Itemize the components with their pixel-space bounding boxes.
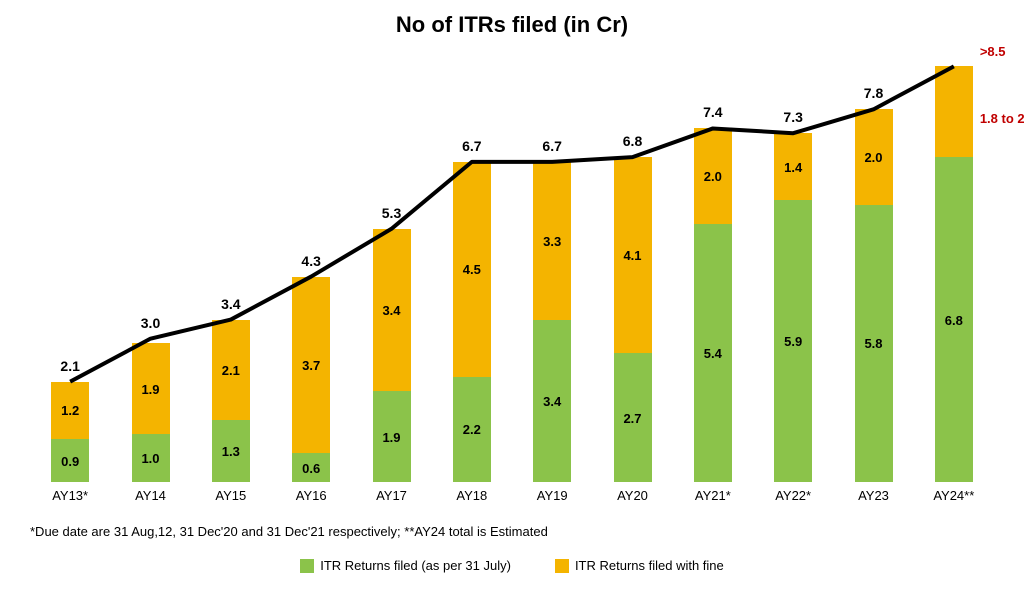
x-axis-tick: AY14 bbox=[110, 488, 190, 503]
x-axis-tick: AY16 bbox=[271, 488, 351, 503]
total-label: 4.3 bbox=[286, 253, 336, 269]
total-label: 6.7 bbox=[527, 138, 577, 154]
total-label: 7.8 bbox=[849, 85, 899, 101]
total-label: 7.3 bbox=[768, 109, 818, 125]
total-label: 3.0 bbox=[126, 315, 176, 331]
x-axis-tick: AY19 bbox=[512, 488, 592, 503]
x-axis-tick: AY20 bbox=[592, 488, 672, 503]
total-label: 7.4 bbox=[688, 104, 738, 120]
legend-item: ITR Returns filed with fine bbox=[555, 557, 724, 573]
chart-title: No of ITRs filed (in Cr) bbox=[30, 12, 994, 38]
chart-container: No of ITRs filed (in Cr) 0.91.21.01.91.3… bbox=[0, 0, 1024, 593]
legend-swatch bbox=[555, 559, 569, 573]
total-label: 2.1 bbox=[45, 358, 95, 374]
total-label: 6.8 bbox=[608, 133, 658, 149]
x-axis-tick: AY21* bbox=[673, 488, 753, 503]
total-label: 6.7 bbox=[447, 138, 497, 154]
x-axis-tick: AY24** bbox=[914, 488, 994, 503]
x-axis-tick: AY18 bbox=[432, 488, 512, 503]
plot-area: 0.91.21.01.91.32.10.63.71.93.42.24.53.43… bbox=[30, 52, 994, 482]
chart-footnote: *Due date are 31 Aug,12, 31 Dec'20 and 3… bbox=[30, 524, 994, 539]
total-label: 3.4 bbox=[206, 296, 256, 312]
annotation-label: 1.8 to 2 bbox=[980, 111, 1024, 126]
x-axis-tick: AY17 bbox=[351, 488, 431, 503]
labels-layer: 2.13.03.44.35.36.76.76.87.47.37.8>8.51.8… bbox=[30, 52, 994, 482]
legend-item: ITR Returns filed (as per 31 July) bbox=[300, 557, 511, 573]
chart-legend: ITR Returns filed (as per 31 July) ITR Re… bbox=[30, 557, 994, 573]
x-axis-tick: AY15 bbox=[191, 488, 271, 503]
x-axis-tick: AY22* bbox=[753, 488, 833, 503]
x-axis-tick: AY13* bbox=[30, 488, 110, 503]
legend-text: ITR Returns filed (as per 31 July) bbox=[320, 558, 511, 573]
x-axis-tick: AY23 bbox=[833, 488, 913, 503]
x-axis: AY13*AY14AY15AY16AY17AY18AY19AY20AY21*AY… bbox=[30, 488, 994, 510]
annotation-label: >8.5 bbox=[980, 44, 1006, 59]
total-label: 5.3 bbox=[367, 205, 417, 221]
legend-text: ITR Returns filed with fine bbox=[575, 558, 724, 573]
legend-swatch bbox=[300, 559, 314, 573]
